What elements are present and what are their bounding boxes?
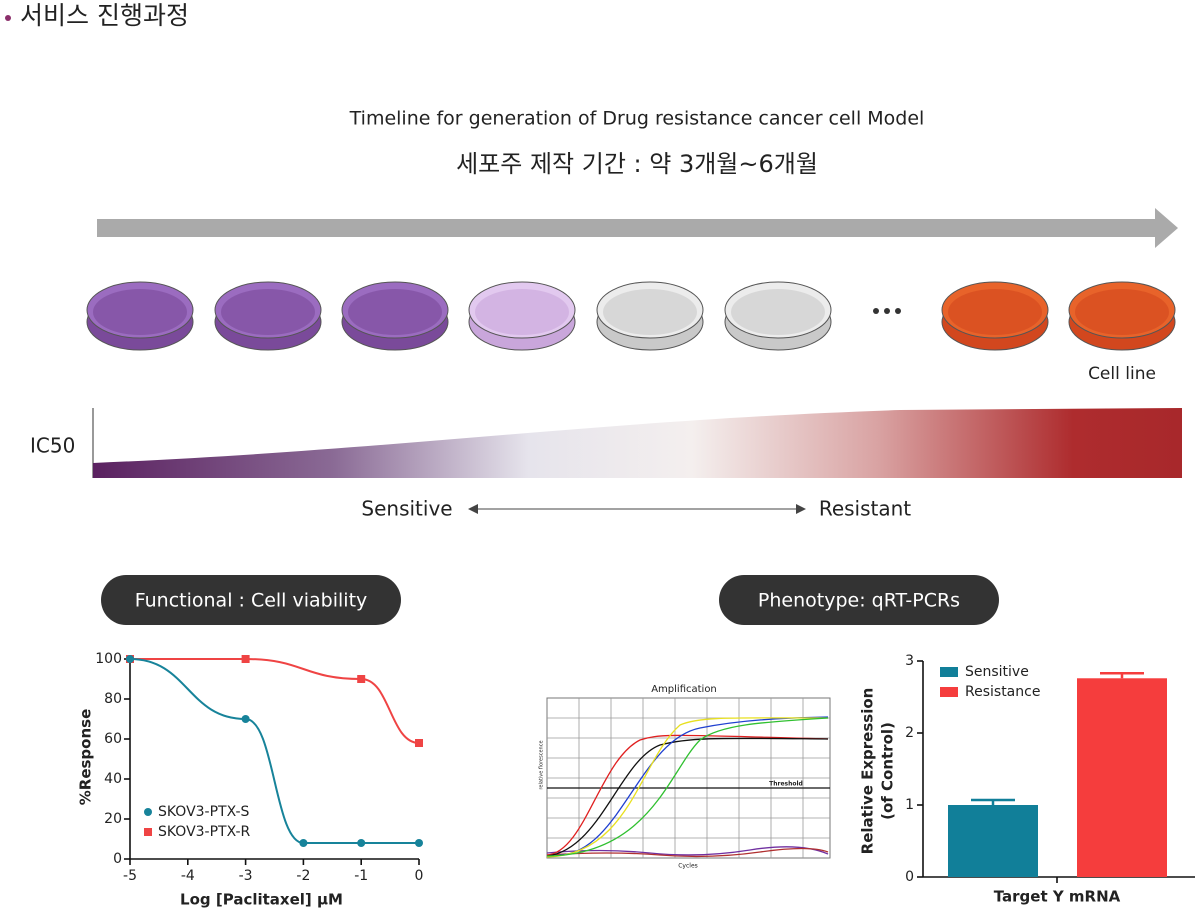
bar bbox=[948, 805, 1038, 877]
y-axis-label: %Response bbox=[77, 709, 95, 806]
point bbox=[241, 715, 250, 723]
legend-label: SKOV3-PTX-R bbox=[158, 824, 251, 840]
timeline-arrowhead bbox=[1155, 208, 1178, 248]
point bbox=[357, 675, 366, 683]
timeline-arrow bbox=[97, 219, 1155, 237]
timeline-subtitle: 세포주 제작 기간 : 약 3개월~6개월 bbox=[456, 150, 818, 178]
dish-medium bbox=[731, 289, 825, 335]
dot bbox=[895, 308, 901, 314]
dish-medium bbox=[948, 289, 1042, 335]
point bbox=[126, 655, 134, 663]
legend-marker bbox=[144, 808, 152, 816]
section-label: Functional : Cell viability bbox=[135, 590, 368, 612]
y-axis-label: Relative Expression bbox=[859, 688, 877, 855]
legend-swatch bbox=[940, 667, 958, 677]
point bbox=[415, 739, 423, 747]
x-tick-label: -3 bbox=[239, 868, 253, 884]
x-tick-label: -4 bbox=[181, 868, 195, 884]
x-axis-label: Target Y mRNA bbox=[994, 888, 1121, 906]
amp-title: Amplification bbox=[651, 684, 717, 695]
curve bbox=[129, 657, 420, 744]
y-tick-label: 3 bbox=[905, 653, 914, 669]
y-axis-label: (of Control) bbox=[879, 722, 897, 820]
legend-label: Sensitive bbox=[965, 664, 1029, 680]
y-tick-label: 0 bbox=[113, 851, 122, 867]
x-tick-label: -5 bbox=[123, 868, 137, 884]
y-tick-label: 60 bbox=[104, 731, 122, 747]
dot bbox=[884, 308, 890, 314]
amp-curve bbox=[546, 734, 829, 856]
y-tick-label: 0 bbox=[905, 869, 914, 885]
section-label: Phenotype: qRT-PCRs bbox=[758, 590, 960, 612]
dish-medium bbox=[93, 289, 187, 335]
dot bbox=[873, 308, 879, 314]
y-tick-label: 80 bbox=[104, 691, 122, 707]
point bbox=[241, 655, 250, 663]
ic50-label: IC50 bbox=[30, 434, 75, 458]
amp-x-label: Cycles bbox=[678, 863, 698, 870]
y-tick-label: 100 bbox=[95, 651, 122, 667]
legend-swatch bbox=[940, 687, 958, 697]
amp-curve bbox=[546, 737, 829, 857]
point bbox=[357, 839, 366, 847]
threshold-label: Threshold bbox=[769, 781, 803, 788]
sensitive-label: Sensitive bbox=[361, 497, 452, 521]
dish-medium bbox=[475, 289, 569, 335]
legend-marker bbox=[144, 828, 152, 836]
amp-curve bbox=[546, 846, 829, 856]
bullet bbox=[5, 15, 11, 21]
y-tick-label: 1 bbox=[905, 797, 914, 813]
error-bar bbox=[971, 798, 1015, 805]
amp-curve bbox=[559, 716, 829, 856]
dishes bbox=[86, 281, 1176, 351]
legend-label: Resistance bbox=[965, 684, 1040, 700]
point bbox=[415, 839, 423, 847]
amp-curve bbox=[546, 847, 829, 858]
point bbox=[299, 839, 308, 847]
x-tick-label: -1 bbox=[354, 868, 368, 884]
dish-medium bbox=[221, 289, 315, 335]
bar bbox=[1077, 678, 1167, 877]
dish-medium bbox=[348, 289, 442, 335]
resistant-label: Resistant bbox=[819, 497, 911, 521]
arrowhead bbox=[468, 504, 478, 514]
cell-line-label: Cell line bbox=[1088, 364, 1156, 384]
y-tick-label: 20 bbox=[104, 811, 122, 827]
dish-medium bbox=[1075, 289, 1169, 335]
arrowhead bbox=[796, 504, 806, 514]
x-axis-label: Log [Paclitaxel] μM bbox=[180, 891, 343, 909]
section-pill bbox=[719, 575, 999, 625]
x-tick-label: 0 bbox=[415, 868, 424, 884]
x-tick-label: -2 bbox=[296, 868, 310, 884]
page-title: 서비스 진행과정 bbox=[20, 1, 189, 30]
timeline-title: Timeline for generation of Drug resistan… bbox=[349, 108, 925, 130]
legend-label: SKOV3-PTX-S bbox=[158, 804, 250, 820]
error-bar bbox=[1100, 671, 1144, 679]
dish-medium bbox=[603, 289, 697, 335]
y-tick-label: 2 bbox=[905, 725, 914, 741]
amplification-plot: Amplification Threshold Cycles relative … bbox=[539, 684, 831, 870]
section-pill bbox=[101, 575, 401, 625]
amp-curve bbox=[546, 717, 829, 857]
amp-grid bbox=[547, 698, 830, 858]
amp-curve bbox=[546, 717, 829, 858]
y-tick-label: 40 bbox=[104, 771, 122, 787]
ic50-gradient bbox=[93, 408, 1182, 478]
amp-y-label: relative florescence bbox=[539, 740, 545, 789]
